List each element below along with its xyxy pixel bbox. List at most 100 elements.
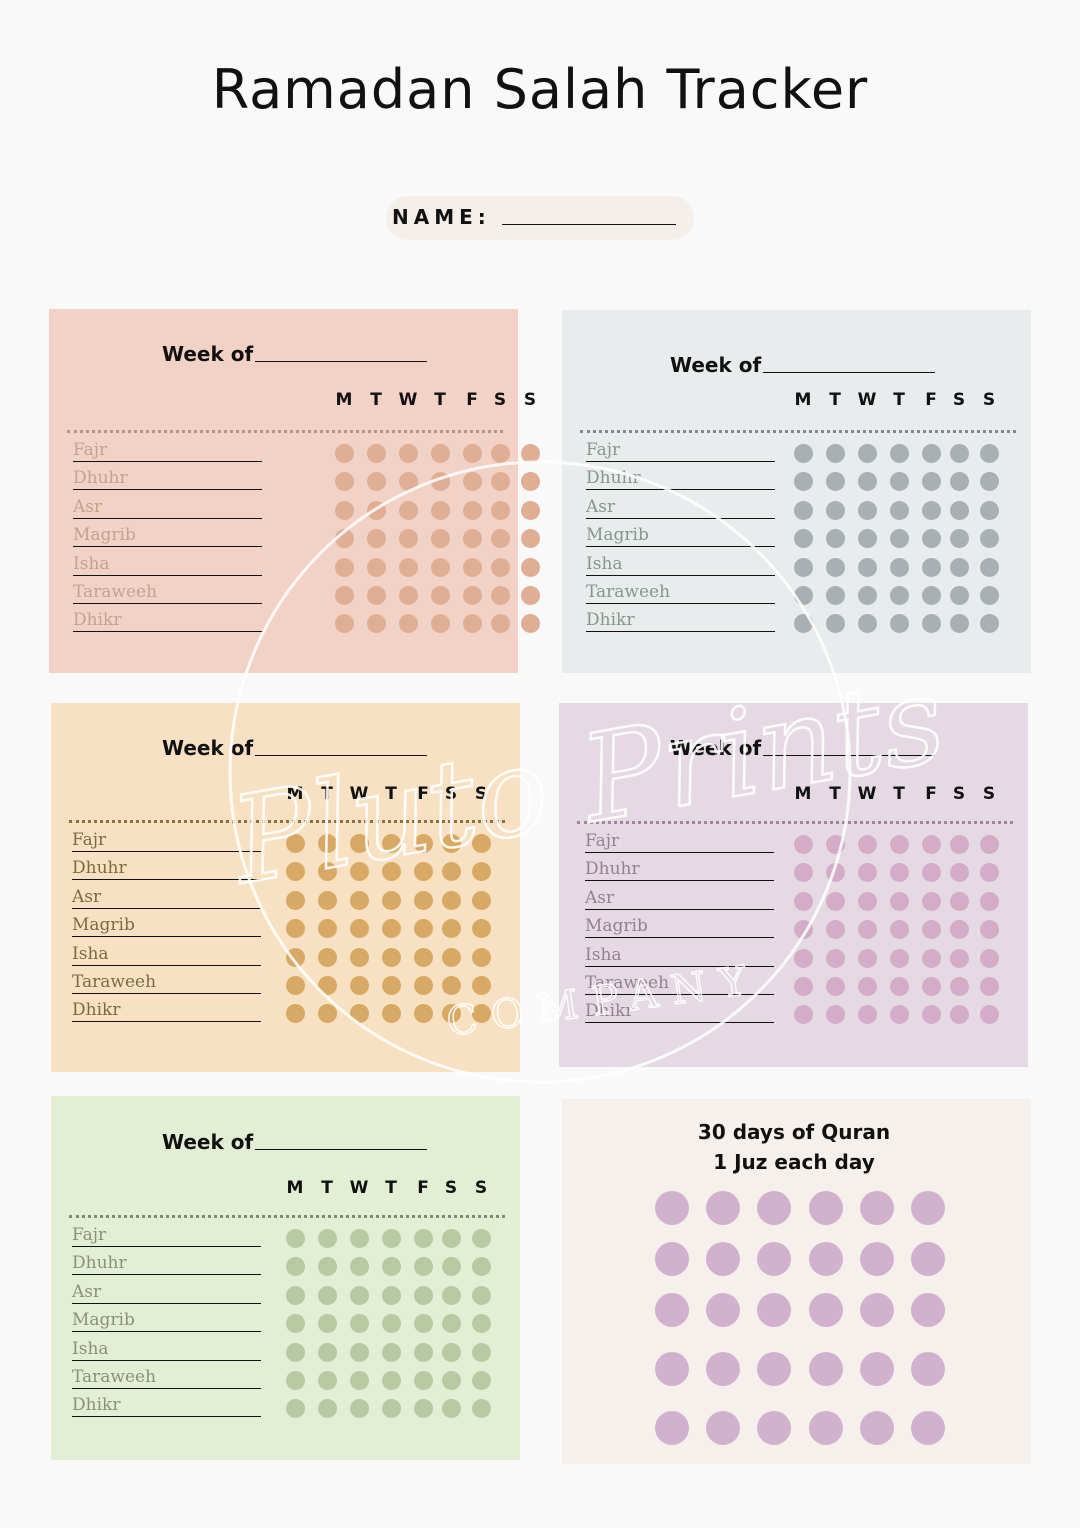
- prayer-checkbox-dot[interactable]: [431, 529, 450, 549]
- prayer-checkbox-dot[interactable]: [472, 1004, 491, 1024]
- prayer-checkbox-dot[interactable]: [472, 1399, 491, 1419]
- prayer-checkbox-dot[interactable]: [414, 890, 433, 910]
- quran-day-dot[interactable]: [757, 1191, 791, 1225]
- prayer-checkbox-dot[interactable]: [367, 586, 386, 605]
- prayer-checkbox-dot[interactable]: [414, 1314, 433, 1334]
- quran-day-dot[interactable]: [757, 1411, 791, 1445]
- prayer-checkbox-dot[interactable]: [922, 863, 941, 883]
- prayer-checkbox-dot[interactable]: [382, 1004, 401, 1024]
- prayer-checkbox-dot[interactable]: [286, 890, 305, 910]
- prayer-checkbox-dot[interactable]: [521, 614, 540, 634]
- prayer-checkbox-dot[interactable]: [286, 1342, 305, 1362]
- quran-day-dot[interactable]: [911, 1293, 945, 1327]
- prayer-checkbox-dot[interactable]: [318, 890, 337, 910]
- prayer-checkbox-dot[interactable]: [335, 529, 354, 549]
- prayer-checkbox-dot[interactable]: [399, 529, 418, 549]
- prayer-checkbox-dot[interactable]: [980, 586, 999, 605]
- quran-day-dot[interactable]: [911, 1352, 945, 1386]
- prayer-checkbox-dot[interactable]: [858, 472, 877, 492]
- prayer-checkbox-dot[interactable]: [431, 614, 450, 634]
- prayer-checkbox-dot[interactable]: [491, 586, 510, 605]
- prayer-checkbox-dot[interactable]: [442, 1229, 461, 1248]
- prayer-checkbox-dot[interactable]: [950, 614, 969, 634]
- prayer-checkbox-dot[interactable]: [794, 614, 813, 634]
- prayer-checkbox-dot[interactable]: [350, 947, 369, 967]
- quran-day-dot[interactable]: [809, 1242, 843, 1276]
- prayer-checkbox-dot[interactable]: [794, 586, 813, 605]
- prayer-checkbox-dot[interactable]: [431, 444, 450, 463]
- prayer-checkbox-dot[interactable]: [382, 890, 401, 910]
- prayer-checkbox-dot[interactable]: [463, 614, 482, 634]
- prayer-checkbox-dot[interactable]: [399, 614, 418, 634]
- prayer-checkbox-dot[interactable]: [318, 1342, 337, 1362]
- prayer-checkbox-dot[interactable]: [922, 557, 941, 577]
- prayer-checkbox-dot[interactable]: [858, 529, 877, 549]
- prayer-checkbox-dot[interactable]: [826, 500, 845, 520]
- prayer-checkbox-dot[interactable]: [922, 444, 941, 463]
- prayer-checkbox-dot[interactable]: [350, 1314, 369, 1334]
- quran-day-dot[interactable]: [911, 1411, 945, 1445]
- prayer-checkbox-dot[interactable]: [318, 862, 337, 882]
- prayer-checkbox-dot[interactable]: [890, 891, 909, 911]
- prayer-checkbox-dot[interactable]: [431, 557, 450, 577]
- prayer-checkbox-dot[interactable]: [431, 500, 450, 520]
- prayer-checkbox-dot[interactable]: [382, 1314, 401, 1334]
- prayer-checkbox-dot[interactable]: [794, 1005, 813, 1025]
- prayer-checkbox-dot[interactable]: [463, 472, 482, 492]
- prayer-checkbox-dot[interactable]: [826, 835, 845, 854]
- prayer-checkbox-dot[interactable]: [826, 863, 845, 883]
- prayer-checkbox-dot[interactable]: [367, 472, 386, 492]
- name-field[interactable]: NAME:: [386, 196, 694, 240]
- prayer-checkbox-dot[interactable]: [335, 586, 354, 605]
- prayer-checkbox-dot[interactable]: [442, 890, 461, 910]
- prayer-checkbox-dot[interactable]: [350, 1004, 369, 1024]
- prayer-checkbox-dot[interactable]: [286, 1285, 305, 1305]
- prayer-checkbox-dot[interactable]: [980, 835, 999, 854]
- prayer-checkbox-dot[interactable]: [521, 586, 540, 605]
- prayer-checkbox-dot[interactable]: [826, 557, 845, 577]
- prayer-checkbox-dot[interactable]: [950, 472, 969, 492]
- prayer-checkbox-dot[interactable]: [350, 834, 369, 853]
- prayer-checkbox-dot[interactable]: [318, 1285, 337, 1305]
- prayer-checkbox-dot[interactable]: [491, 557, 510, 577]
- prayer-checkbox-dot[interactable]: [950, 835, 969, 854]
- prayer-checkbox-dot[interactable]: [318, 947, 337, 967]
- prayer-checkbox-dot[interactable]: [794, 529, 813, 549]
- prayer-checkbox-dot[interactable]: [858, 891, 877, 911]
- prayer-checkbox-dot[interactable]: [414, 862, 433, 882]
- prayer-checkbox-dot[interactable]: [826, 1005, 845, 1025]
- prayer-checkbox-dot[interactable]: [980, 529, 999, 549]
- prayer-checkbox-dot[interactable]: [858, 444, 877, 463]
- prayer-checkbox-dot[interactable]: [922, 977, 941, 996]
- quran-day-dot[interactable]: [655, 1191, 689, 1225]
- prayer-checkbox-dot[interactable]: [414, 919, 433, 939]
- prayer-checkbox-dot[interactable]: [950, 444, 969, 463]
- quran-day-dot[interactable]: [860, 1293, 894, 1327]
- quran-day-dot[interactable]: [655, 1352, 689, 1386]
- week-of-blank[interactable]: [255, 1149, 427, 1150]
- prayer-checkbox-dot[interactable]: [890, 529, 909, 549]
- prayer-checkbox-dot[interactable]: [350, 890, 369, 910]
- prayer-checkbox-dot[interactable]: [890, 614, 909, 634]
- prayer-checkbox-dot[interactable]: [472, 862, 491, 882]
- prayer-checkbox-dot[interactable]: [890, 500, 909, 520]
- quran-day-dot[interactable]: [706, 1293, 740, 1327]
- prayer-checkbox-dot[interactable]: [980, 557, 999, 577]
- prayer-checkbox-dot[interactable]: [472, 1285, 491, 1305]
- prayer-checkbox-dot[interactable]: [367, 614, 386, 634]
- prayer-checkbox-dot[interactable]: [442, 1342, 461, 1362]
- prayer-checkbox-dot[interactable]: [950, 948, 969, 968]
- quran-day-dot[interactable]: [706, 1411, 740, 1445]
- prayer-checkbox-dot[interactable]: [521, 472, 540, 492]
- prayer-checkbox-dot[interactable]: [890, 863, 909, 883]
- prayer-checkbox-dot[interactable]: [858, 863, 877, 883]
- prayer-checkbox-dot[interactable]: [826, 472, 845, 492]
- prayer-checkbox-dot[interactable]: [922, 529, 941, 549]
- quran-day-dot[interactable]: [911, 1242, 945, 1276]
- prayer-checkbox-dot[interactable]: [858, 557, 877, 577]
- prayer-checkbox-dot[interactable]: [950, 863, 969, 883]
- prayer-checkbox-dot[interactable]: [335, 557, 354, 577]
- prayer-checkbox-dot[interactable]: [286, 862, 305, 882]
- prayer-checkbox-dot[interactable]: [794, 557, 813, 577]
- prayer-checkbox-dot[interactable]: [431, 472, 450, 492]
